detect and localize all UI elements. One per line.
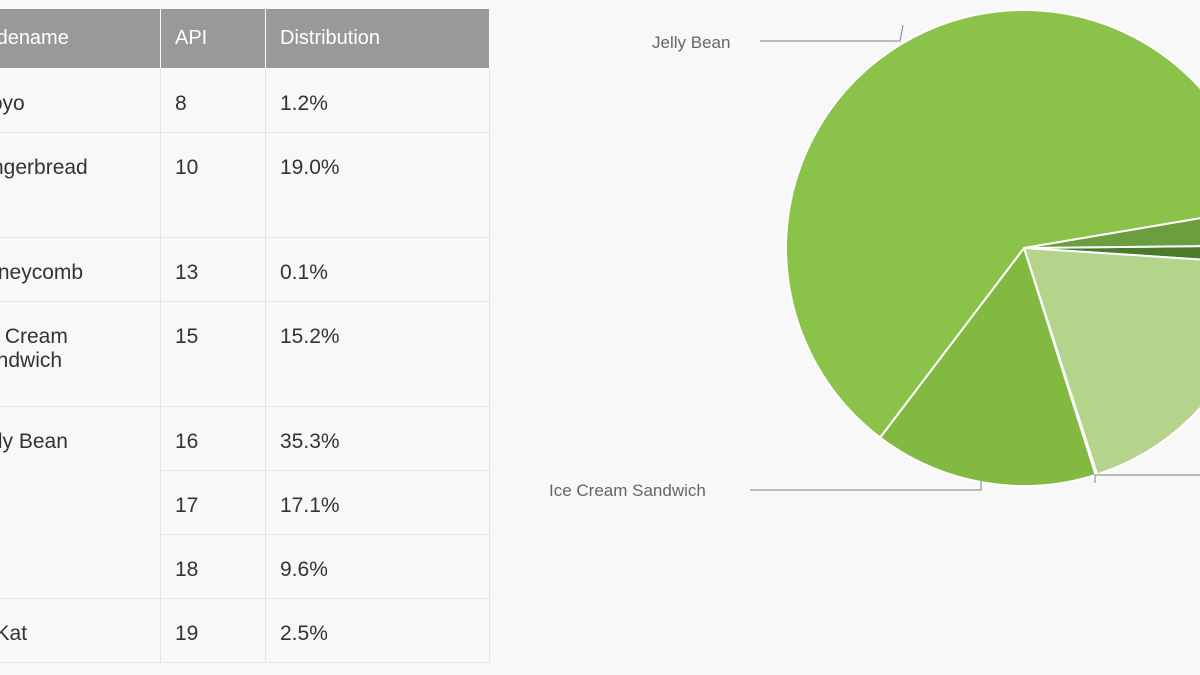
svg-text:Jelly Bean: Jelly Bean <box>652 33 730 52</box>
svg-text:Ice Cream Sandwich: Ice Cream Sandwich <box>549 481 706 500</box>
